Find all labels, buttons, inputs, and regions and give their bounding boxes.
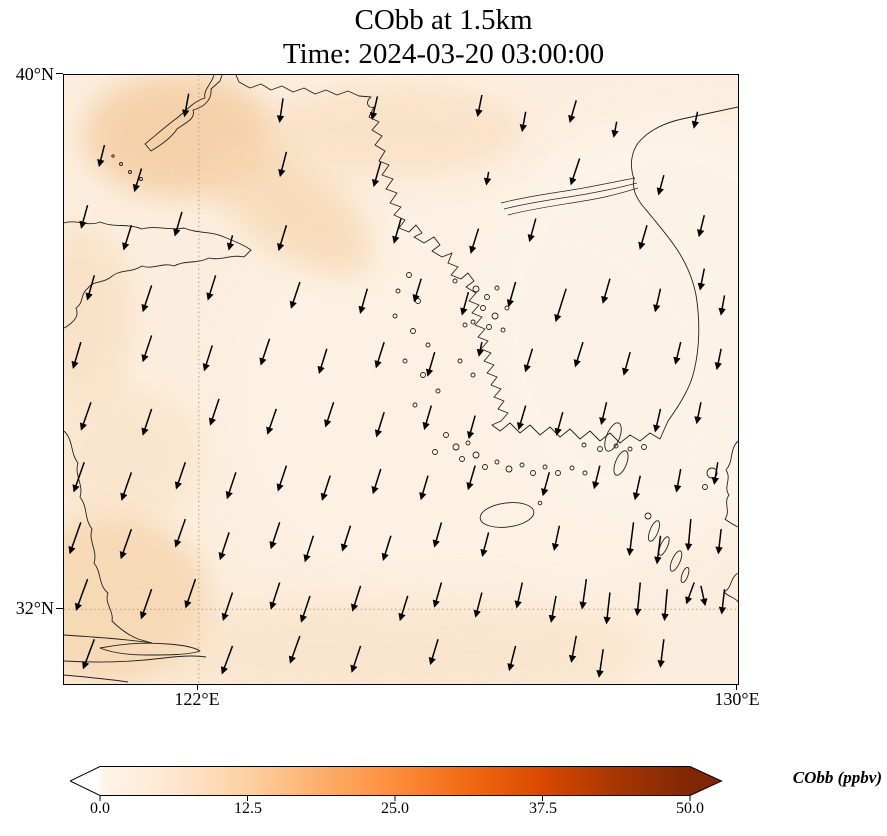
colorbar-tick-3: 37.5 xyxy=(529,800,557,817)
wind-arrows xyxy=(68,93,727,678)
colorbar-tick-4: 50.0 xyxy=(676,800,704,817)
river-1 xyxy=(500,177,636,204)
colorbar-tick-marks xyxy=(99,796,691,801)
x-tick-mark-130e xyxy=(736,684,737,690)
hangzhou-bay xyxy=(64,674,129,683)
colorbar-gradient xyxy=(100,766,690,796)
river-2 xyxy=(503,182,638,210)
figure-subtitle: Time: 2024-03-20 03:00:00 xyxy=(282,38,605,70)
tsushima-south xyxy=(613,450,629,476)
colorbar-tick-1: 12.5 xyxy=(234,800,262,817)
yangtze-south-bank xyxy=(64,655,207,663)
yangtze-north-bank xyxy=(64,634,153,644)
chongming-island xyxy=(99,642,201,656)
tsushima-north xyxy=(604,422,622,452)
x-tick-label-122e: 122°E xyxy=(174,689,220,709)
map-plot xyxy=(63,74,739,685)
colorbar-over-arrow xyxy=(690,766,722,796)
y-tick-mark-40n xyxy=(56,73,63,74)
coast-shandong xyxy=(64,221,252,329)
river-3 xyxy=(507,187,639,216)
y-tick-mark-32n xyxy=(56,608,63,609)
coast-liaodong xyxy=(144,75,223,152)
x-tick-label-130e: 130°E xyxy=(714,689,760,709)
coastlines xyxy=(64,75,738,683)
colorbar-tick-0: 0.0 xyxy=(90,800,110,817)
coast-jiangsu xyxy=(64,430,153,644)
colorbar-outline xyxy=(70,766,723,796)
map-svg xyxy=(64,75,738,684)
colorbar xyxy=(70,766,723,801)
colorbar-tick-2: 25.0 xyxy=(381,800,409,817)
coast-kyushu-1 xyxy=(724,440,738,528)
colorbar-under-arrow xyxy=(70,766,100,796)
y-tick-label-40n: 40°N xyxy=(15,64,54,84)
gridlines xyxy=(64,75,738,684)
colorbar-label: CObb (ppbv) xyxy=(792,768,882,787)
jeju-island xyxy=(479,502,535,528)
figure-title: CObb at 1.5km xyxy=(354,4,533,36)
y-tick-label-32n: 32°N xyxy=(15,598,54,618)
coast-korea xyxy=(235,75,738,444)
field-shading xyxy=(64,75,738,684)
x-tick-mark-122e xyxy=(197,684,198,690)
